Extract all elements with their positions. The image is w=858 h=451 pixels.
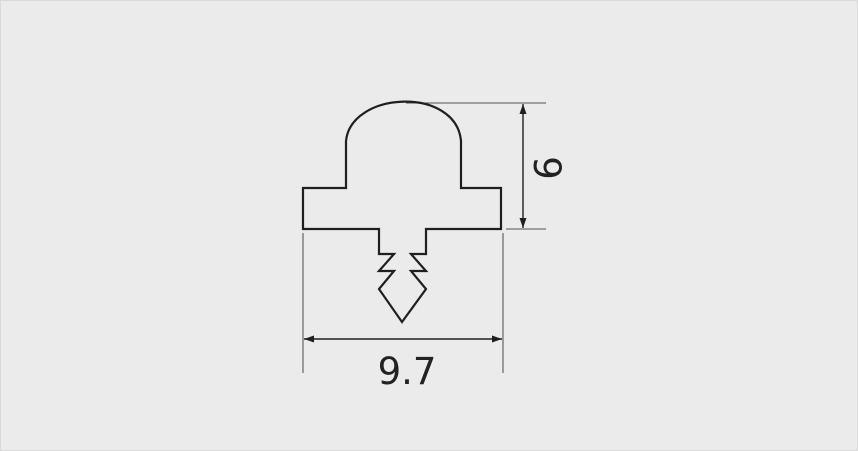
profile-outline — [301, 100, 503, 324]
width-label: 9.7 — [378, 350, 437, 393]
height-label: 6 — [528, 156, 571, 180]
